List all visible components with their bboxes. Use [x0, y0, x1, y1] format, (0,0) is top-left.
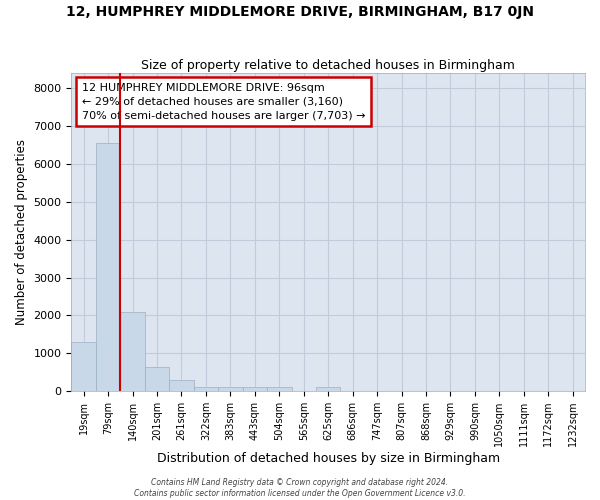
Bar	[316, 388, 340, 391]
Bar	[267, 388, 292, 391]
Text: 12, HUMPHREY MIDDLEMORE DRIVE, BIRMINGHAM, B17 0JN: 12, HUMPHREY MIDDLEMORE DRIVE, BIRMINGHA…	[66, 5, 534, 19]
Bar	[194, 386, 218, 391]
X-axis label: Distribution of detached houses by size in Birmingham: Distribution of detached houses by size …	[157, 452, 500, 465]
Title: Size of property relative to detached houses in Birmingham: Size of property relative to detached ho…	[141, 59, 515, 72]
Bar	[96, 143, 121, 391]
Bar	[71, 342, 96, 391]
Text: Contains HM Land Registry data © Crown copyright and database right 2024.
Contai: Contains HM Land Registry data © Crown c…	[134, 478, 466, 498]
Text: 12 HUMPHREY MIDDLEMORE DRIVE: 96sqm
← 29% of detached houses are smaller (3,160): 12 HUMPHREY MIDDLEMORE DRIVE: 96sqm ← 29…	[82, 82, 365, 120]
Bar	[145, 368, 169, 391]
Bar	[121, 312, 145, 391]
Bar	[242, 388, 267, 391]
Bar	[218, 388, 242, 391]
Bar	[169, 380, 194, 391]
Y-axis label: Number of detached properties: Number of detached properties	[15, 139, 28, 325]
